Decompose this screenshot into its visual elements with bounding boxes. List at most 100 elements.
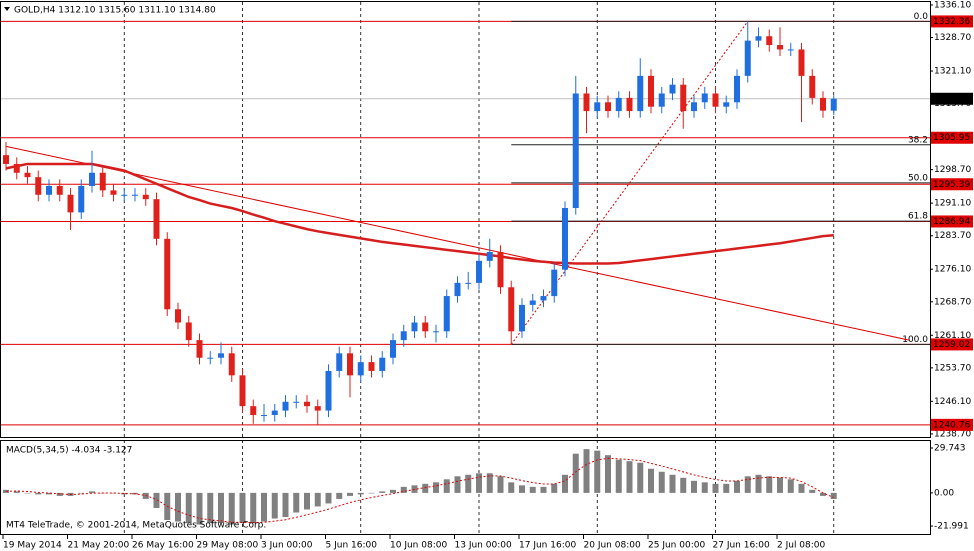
fib-label: 50.0 xyxy=(908,173,928,183)
candle-body xyxy=(680,84,687,112)
candle-body xyxy=(121,194,128,196)
macd-bar xyxy=(250,492,257,524)
level-label: 1286.94 xyxy=(933,217,970,227)
macd-bar xyxy=(357,492,364,495)
macd-bar xyxy=(368,492,375,494)
candle-body xyxy=(744,40,751,76)
candle-body xyxy=(99,172,106,191)
fib-label: 38.2 xyxy=(908,135,928,145)
macd-bar xyxy=(551,483,558,493)
candle-body xyxy=(809,75,816,98)
level-label: 1332.36 xyxy=(933,17,970,27)
candle-body xyxy=(830,98,837,111)
candle-body xyxy=(164,238,171,310)
y-tick-label: 1246.10 xyxy=(934,397,971,407)
moving-average xyxy=(5,162,834,265)
macd-bar xyxy=(820,492,826,496)
candle-body xyxy=(486,252,493,261)
level-label: 1305.95 xyxy=(933,133,970,143)
macd-bar xyxy=(755,474,762,493)
macd-bar xyxy=(626,461,633,493)
trendline xyxy=(5,145,910,341)
x-tick-label: 17 Jun 16:00 xyxy=(519,541,576,551)
macd-bar xyxy=(669,474,676,493)
candle-body xyxy=(400,331,407,341)
candle-body xyxy=(508,287,515,332)
candle-body xyxy=(497,252,504,288)
macd-bar xyxy=(46,492,52,495)
macd-bar xyxy=(594,450,601,493)
candle-body xyxy=(476,260,482,283)
candle-body xyxy=(637,75,644,112)
candle-body xyxy=(368,362,375,371)
macd-bar xyxy=(261,492,267,522)
macd-bar xyxy=(529,486,536,493)
candle-body xyxy=(13,163,20,173)
macd-bar xyxy=(336,492,343,499)
y-tick-label: 29.743 xyxy=(934,444,966,454)
macd-bar xyxy=(271,492,278,519)
candle-body xyxy=(153,199,160,239)
candle-body xyxy=(379,357,386,371)
x-tick-label: 5 Jun 16:00 xyxy=(326,541,378,551)
candle-body xyxy=(142,194,149,200)
candle-body xyxy=(325,370,332,411)
candle-body xyxy=(540,296,547,301)
macd-bar xyxy=(89,491,95,493)
fib-label: 0.0 xyxy=(914,12,929,22)
level-label-box xyxy=(931,131,973,144)
fib-diagonal xyxy=(510,21,749,345)
candle-body xyxy=(261,414,267,416)
x-tick-label: 21 May 20:00 xyxy=(68,541,130,551)
y-tick-label: 1336.10 xyxy=(934,0,971,10)
macd-bar xyxy=(78,492,85,494)
candle-body xyxy=(454,282,461,297)
y-tick-label: 1291.10 xyxy=(934,199,971,209)
candle-body xyxy=(777,45,783,50)
macd-bar xyxy=(777,477,783,493)
macd-bar xyxy=(508,482,515,493)
macd-bar xyxy=(830,492,837,499)
candle-body xyxy=(24,172,31,178)
macd-bar xyxy=(325,492,332,504)
y-tick-label: -21.991 xyxy=(934,522,969,532)
macd-bar xyxy=(282,492,289,518)
candle-body xyxy=(304,401,310,407)
candle-body xyxy=(519,304,525,332)
candle-body xyxy=(626,97,633,112)
y-tick-label: 1276.10 xyxy=(934,265,971,275)
candle-body xyxy=(820,97,826,111)
macd-bar xyxy=(400,486,407,493)
level-label-box xyxy=(931,15,973,28)
y-tick-label: 1268.70 xyxy=(934,297,971,307)
candle-body xyxy=(734,75,740,103)
candle-body xyxy=(766,36,773,46)
candle-body xyxy=(67,194,74,213)
candle-body xyxy=(562,207,568,270)
candle-body xyxy=(218,353,224,358)
macd-bar xyxy=(24,492,31,494)
y-tick-label: 1321.10 xyxy=(934,67,971,77)
macd-bar xyxy=(433,482,439,493)
macd-bar xyxy=(293,492,300,513)
candle-body xyxy=(691,102,697,112)
candle-body xyxy=(336,353,343,371)
level-label: 1240.76 xyxy=(933,420,970,430)
candle-body xyxy=(411,322,418,332)
macd-bar xyxy=(809,489,816,493)
candle-body xyxy=(583,93,590,112)
x-tick-label: 3 Jun 00:00 xyxy=(261,541,313,551)
macd-bar xyxy=(583,449,590,493)
macd-bar xyxy=(185,492,192,524)
candle-body xyxy=(669,84,676,94)
macd-bar xyxy=(121,492,128,495)
macd-bar xyxy=(228,492,235,525)
macd-bar xyxy=(540,486,547,493)
candle-body xyxy=(648,75,654,107)
macd-bar xyxy=(35,492,42,495)
macd-bar xyxy=(734,480,740,493)
macd-bar xyxy=(723,483,730,493)
macd-bar xyxy=(347,492,353,496)
candle-body xyxy=(465,282,472,284)
